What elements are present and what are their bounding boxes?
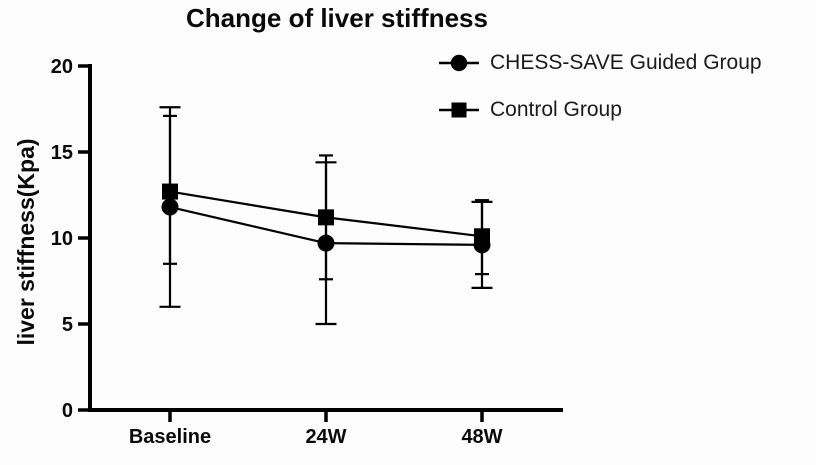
y-tick-label: 5	[62, 314, 73, 336]
square-marker-icon	[439, 102, 479, 117]
circle-marker-icon	[439, 54, 479, 71]
data-point-square	[474, 228, 490, 245]
y-tick-label: 20	[51, 56, 73, 78]
legend: CHESS-SAVE Guided Group Control Group	[438, 47, 762, 141]
data-point-square	[162, 183, 178, 200]
y-tick-label: 10	[51, 228, 73, 250]
legend-item-chess-save: CHESS-SAVE Guided Group	[438, 47, 762, 78]
x-tick-label: 48W	[461, 426, 502, 448]
chart-title: Change of liver stiffness	[186, 3, 488, 33]
y-tick-label: 15	[51, 142, 73, 164]
legend-label-control: Control Group	[490, 97, 622, 121]
legend-label-chess-save: CHESS-SAVE Guided Group	[490, 50, 762, 74]
x-tick-label: 24W	[305, 426, 346, 448]
x-tick-label: Baseline	[129, 426, 211, 448]
y-axis-label: liver stiffness(Kpa)	[13, 138, 39, 346]
y-tick-label: 0	[62, 400, 73, 422]
data-point-square	[318, 209, 334, 226]
legend-item-control: Control Group	[438, 94, 762, 125]
